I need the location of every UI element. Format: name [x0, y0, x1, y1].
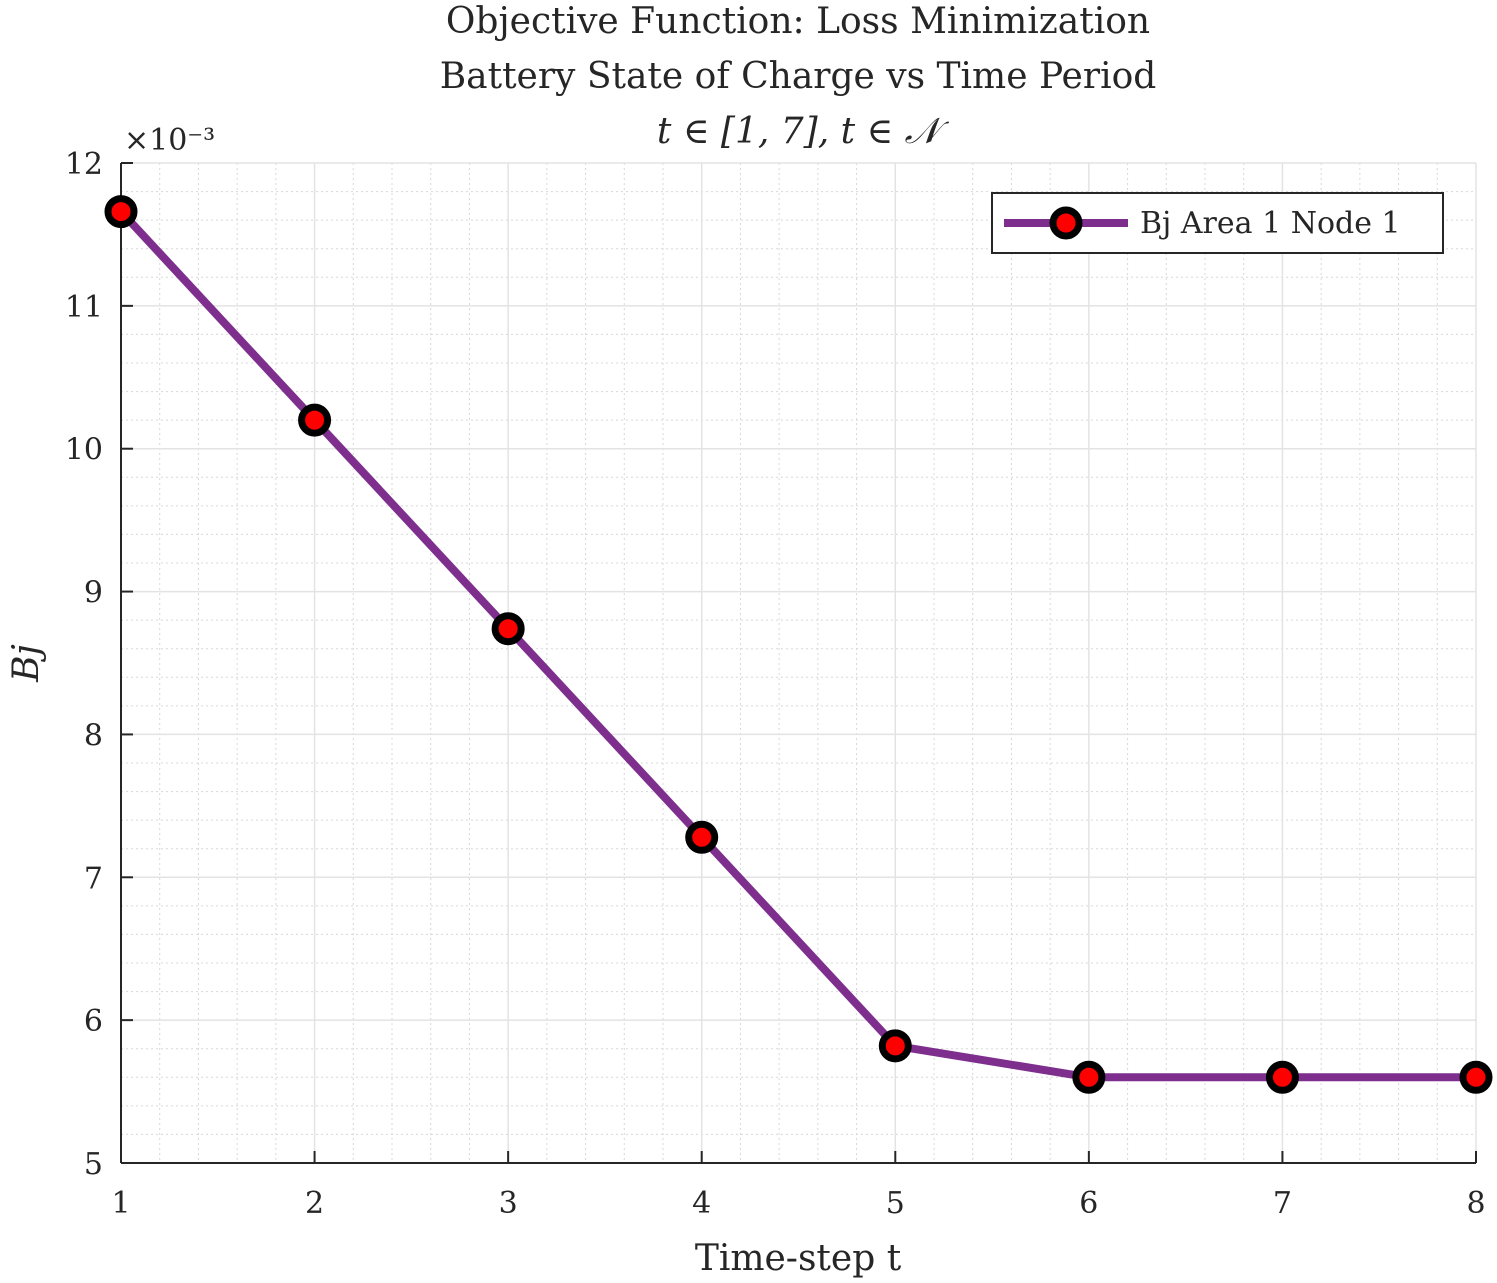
data-point: [1265, 1060, 1299, 1094]
x-tick-label: 8: [1466, 1186, 1485, 1221]
data-point: [298, 403, 332, 437]
x-tick-label: 2: [305, 1186, 324, 1221]
x-tick-labels: 1 2 3 4 5 6 7 8: [111, 1186, 1485, 1221]
legend-entry-label: Bj Area 1 Node 1: [1140, 206, 1401, 241]
legend: Bj Area 1 Node 1: [991, 192, 1444, 254]
series-line: [118, 208, 1476, 1082]
x-tick-label: 1: [111, 1186, 130, 1221]
y-tick-label: 7: [84, 861, 103, 896]
legend-marker-swatch: [1049, 206, 1083, 240]
data-point: [685, 820, 719, 854]
title-line-2: Battery State of Charge vs Time Period: [440, 56, 1157, 97]
y-tick-label: 10: [65, 433, 103, 468]
series-layer: [104, 195, 1493, 1094]
x-tick-label: 4: [692, 1186, 711, 1221]
y-tick-label: 8: [84, 718, 103, 753]
title-line-3: t ∈ [1, 7], t ∈ 𝒩: [657, 111, 950, 152]
data-point: [878, 1029, 912, 1063]
y-tick-label: 6: [84, 1004, 103, 1039]
data-point: [1072, 1060, 1106, 1094]
x-axis-label: Time-step t: [695, 1238, 902, 1279]
y-axis-label: Bj: [6, 644, 47, 683]
y-tick-label: 11: [65, 290, 103, 325]
minor-grid: [121, 163, 1476, 1163]
data-point: [1459, 1060, 1493, 1094]
y-tick-label: 5: [84, 1147, 103, 1182]
data-point: [491, 612, 525, 646]
x-tick-label: 3: [499, 1186, 518, 1221]
axes: [120, 162, 1477, 1164]
x-tick-label: 7: [1273, 1186, 1292, 1221]
y-tick-labels: 5 6 7 8 9 10 11 12: [65, 147, 103, 1182]
data-point: [104, 195, 138, 229]
chart-title: Objective Function: Loss Minimization Ba…: [440, 1, 1157, 152]
title-line-1: Objective Function: Loss Minimization: [446, 1, 1150, 42]
plot-area: [121, 163, 1476, 1163]
y-tick-label: 12: [65, 147, 103, 182]
x-tick-label: 6: [1079, 1186, 1098, 1221]
y-multiplier: ×10⁻³: [124, 123, 215, 158]
y-tick-label: 9: [84, 576, 103, 611]
x-tick-label: 5: [886, 1186, 905, 1221]
